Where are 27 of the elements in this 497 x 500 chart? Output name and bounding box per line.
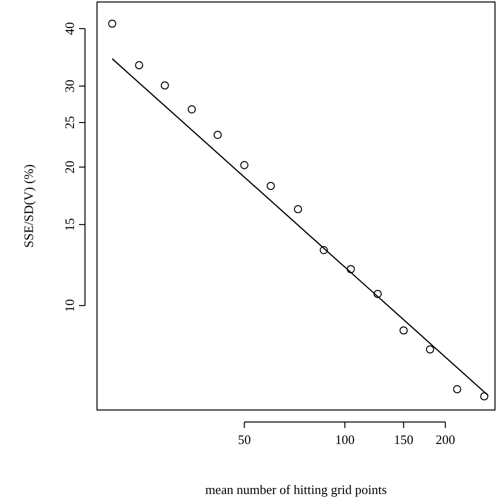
x-tick-label: 50 xyxy=(238,432,251,447)
point xyxy=(480,392,488,400)
y-tick-label: 10 xyxy=(62,299,77,312)
y-tick-label: 30 xyxy=(62,80,77,93)
point xyxy=(266,182,275,190)
point xyxy=(374,290,382,298)
point xyxy=(160,81,169,90)
point xyxy=(346,265,355,274)
point xyxy=(426,345,434,354)
y-tick-label: 40 xyxy=(62,22,77,36)
y-axis-title: SSE/SD(V) (%) xyxy=(21,164,36,248)
x-tick-label: 100 xyxy=(335,432,355,447)
y-tick-label: 20 xyxy=(62,160,77,174)
point xyxy=(320,246,328,254)
x-tick-label: 200 xyxy=(436,432,456,447)
point xyxy=(108,20,116,28)
y-tick-label: 25 xyxy=(62,116,77,130)
x-tick-label: 150 xyxy=(394,432,414,447)
point xyxy=(188,105,196,114)
point xyxy=(294,205,302,214)
y-tick-label: 15 xyxy=(62,218,77,232)
point xyxy=(240,161,248,170)
x-axis-title: mean number of hitting grid points xyxy=(205,482,387,497)
point xyxy=(214,130,222,139)
point xyxy=(135,61,144,70)
point xyxy=(453,385,462,394)
point xyxy=(400,326,408,335)
